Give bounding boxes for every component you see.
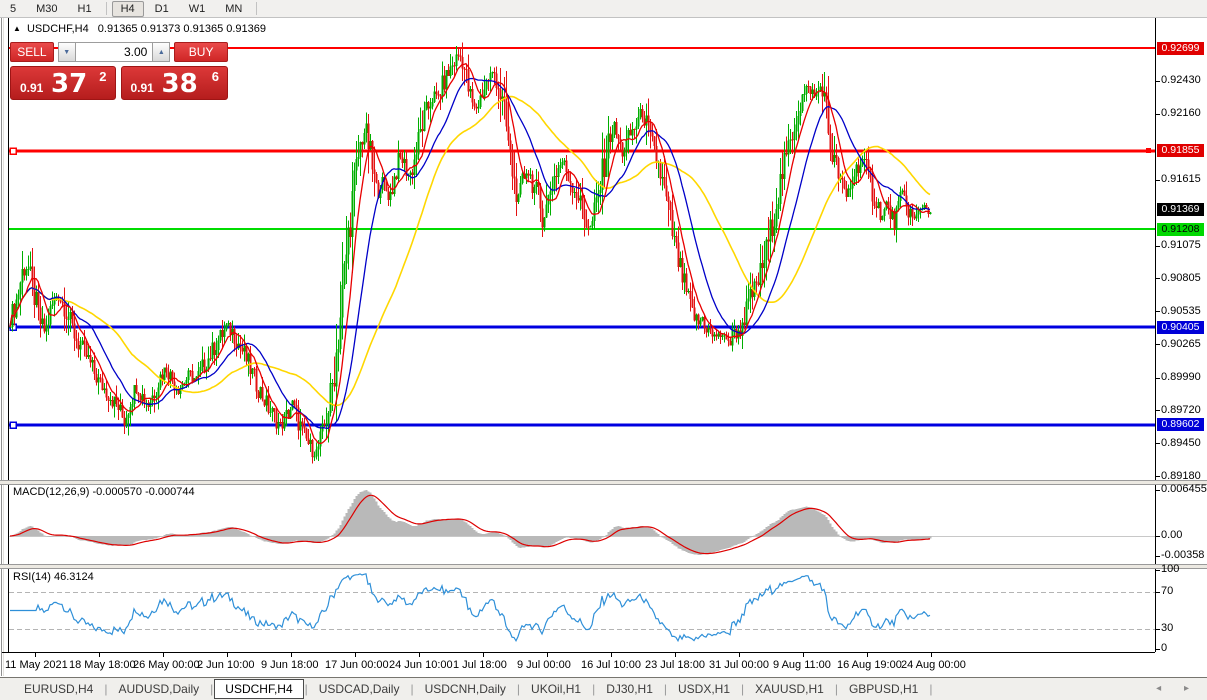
time-axis-label: 17 Jun 00:00 <box>325 659 389 671</box>
tab-usdcad-daily[interactable]: USDCAD,Daily <box>318 682 400 696</box>
rsi-axis-tick: 70 <box>1161 585 1174 597</box>
chart-ohlc: 0.91365 0.91373 0.91365 0.91369 <box>97 23 266 35</box>
toolbar-separator <box>256 2 258 15</box>
tab-usdchf-h4[interactable]: USDCHF,H4 <box>214 679 304 699</box>
tab-separator: | <box>663 682 667 696</box>
timeframe-button-h1[interactable]: H1 <box>77 2 92 15</box>
price-level-badge: 0.91369 <box>1157 203 1204 217</box>
tab-separator: | <box>516 682 521 696</box>
time-axis-label: 24 Jun 10:00 <box>389 659 453 671</box>
time-axis-label: 31 Jul 00:00 <box>709 659 769 671</box>
tab-separator: | <box>741 682 745 696</box>
price-axis-tick: 0.92160 <box>1161 107 1201 120</box>
chart-title: ▲ USDCHF,H4 0.91365 0.91373 0.91365 0.91… <box>13 23 266 35</box>
time-axis-label: 16 Jul 10:00 <box>581 659 641 671</box>
buy-price-base: 0.91 <box>130 81 154 95</box>
time-axis-label: 11 May 2021 <box>5 659 68 671</box>
timeframe-button-h4[interactable]: H4 <box>111 0 144 17</box>
price-axis-tick: 0.90265 <box>1161 337 1201 350</box>
tab-xauusd-h1[interactable]: XAUUSD,H1 <box>755 682 824 696</box>
buy-button[interactable]: BUY <box>174 42 228 62</box>
time-axis-label: 1 Jul 18:00 <box>453 659 507 671</box>
rsi-axis-tick: 0 <box>1161 642 1168 654</box>
time-axis-label: 2 Jun 10:00 <box>197 659 255 671</box>
time-axis-label: 18 May 18:00 <box>69 659 136 671</box>
time-axis-label: 9 Jun 18:00 <box>261 659 319 671</box>
rsi-axis-tick: 30 <box>1161 622 1174 634</box>
tab-separator: | <box>592 682 596 696</box>
sell-price-big: 37 <box>51 69 88 99</box>
chevron-down-icon: ▼ <box>63 48 71 56</box>
tab-gbpusd-h1[interactable]: GBPUSD,H1 <box>848 682 919 696</box>
tab-separator: | <box>104 682 108 696</box>
time-axis-label: 24 Aug 00:00 <box>901 659 966 671</box>
sell-button[interactable]: SELL <box>10 42 54 62</box>
one-click-trading-widget: SELL ▼ 3.00 ▲ BUY 0.91 37 2 0.91 38 6 <box>10 42 228 100</box>
timeframe-button-mn[interactable]: MN <box>225 2 243 15</box>
price-level-badge: 0.90405 <box>1157 320 1204 334</box>
buy-price-pip: 6 <box>211 69 219 84</box>
volume-input[interactable]: 3.00 <box>74 42 154 62</box>
timeframe-button-d1[interactable]: D1 <box>154 2 169 15</box>
tab-ukoil-h1[interactable]: UKOil,H1 <box>531 682 582 696</box>
buy-price-big: 38 <box>161 69 198 99</box>
macd-axis-tick: -0.00358 <box>1161 549 1205 561</box>
tab-scroll-arrows[interactable]: ◂ ▸ <box>1156 683 1199 694</box>
buy-price-tile[interactable]: 0.91 38 6 <box>120 66 228 100</box>
price-level-badge: 0.89602 <box>1157 418 1204 432</box>
tab-separator: | <box>929 682 933 696</box>
timeframe-button-m30[interactable]: M30 <box>36 2 58 15</box>
price-axis-tick: 0.92430 <box>1161 74 1201 87</box>
timeframe-button-5[interactable]: 5 <box>10 2 17 15</box>
price-axis-tick: 0.91615 <box>1161 173 1201 186</box>
tab-separator: | <box>210 682 214 696</box>
chart-symbol: USDCHF,H4 <box>26 23 89 35</box>
sell-price-tile[interactable]: 0.91 37 2 <box>10 66 116 100</box>
tab-separator: | <box>410 682 414 696</box>
time-axis-label: 26 May 00:00 <box>133 659 200 671</box>
price-axis-tick: 0.91075 <box>1161 239 1201 252</box>
sell-price-base: 0.91 <box>20 81 44 95</box>
chart-tabbar: EURUSD,H4 | AUDUSD,Daily | USDCHF,H4 | USDCAD,… <box>0 677 1207 700</box>
price-axis-tick: 0.90805 <box>1161 271 1201 284</box>
timeframe-toolbar: 5 M30 H1 H4 D1 W1 MN <box>0 0 1207 18</box>
macd-axis-tick: 0.006455 <box>1161 483 1207 495</box>
price-axis-tick: 0.89180 <box>1161 469 1201 482</box>
price-level-badge: 0.92699 <box>1157 41 1204 55</box>
tab-usdx-h1[interactable]: USDX,H1 <box>678 682 731 696</box>
macd-axis-tick: 0.00 <box>1161 529 1183 541</box>
time-axis-label: 23 Jul 18:00 <box>645 659 705 671</box>
tab-separator: | <box>834 682 838 696</box>
time-axis-label: 9 Jul 00:00 <box>517 659 571 671</box>
price-axis-tick: 0.89720 <box>1161 403 1201 416</box>
tab-dj30-h1[interactable]: DJ30,H1 <box>606 682 653 696</box>
up-triangle-icon: ▲ <box>13 24 21 33</box>
tab-audusd-daily[interactable]: AUDUSD,Daily <box>118 682 200 696</box>
sell-price-pip: 2 <box>99 69 107 84</box>
macd-label: MACD(12,26,9) -0.000570 -0.000744 <box>13 486 195 498</box>
rsi-axis-tick: 100 <box>1161 563 1180 575</box>
price-axis-tick: 0.90535 <box>1161 304 1201 317</box>
volume-decrease-button[interactable]: ▼ <box>57 42 75 62</box>
price-level-badge: 0.91855 <box>1157 144 1204 158</box>
rsi-label: RSI(14) 46.3124 <box>13 571 94 583</box>
tab-separator: | <box>304 682 308 696</box>
tab-eurusd-h4[interactable]: EURUSD,H4 <box>24 682 94 696</box>
timeframe-button-w1[interactable]: W1 <box>188 2 206 15</box>
toolbar-separator <box>105 2 107 15</box>
time-axis-label: 16 Aug 19:00 <box>837 659 902 671</box>
price-axis-tick: 0.89990 <box>1161 371 1201 384</box>
volume-increase-button[interactable]: ▲ <box>153 42 171 62</box>
chevron-up-icon: ▲ <box>157 48 165 56</box>
price-axis-tick: 0.89450 <box>1161 436 1201 449</box>
time-axis-label: 9 Aug 11:00 <box>773 659 831 671</box>
price-level-badge: 0.91208 <box>1157 222 1204 236</box>
tab-usdcnh-daily[interactable]: USDCNH,Daily <box>424 682 506 696</box>
